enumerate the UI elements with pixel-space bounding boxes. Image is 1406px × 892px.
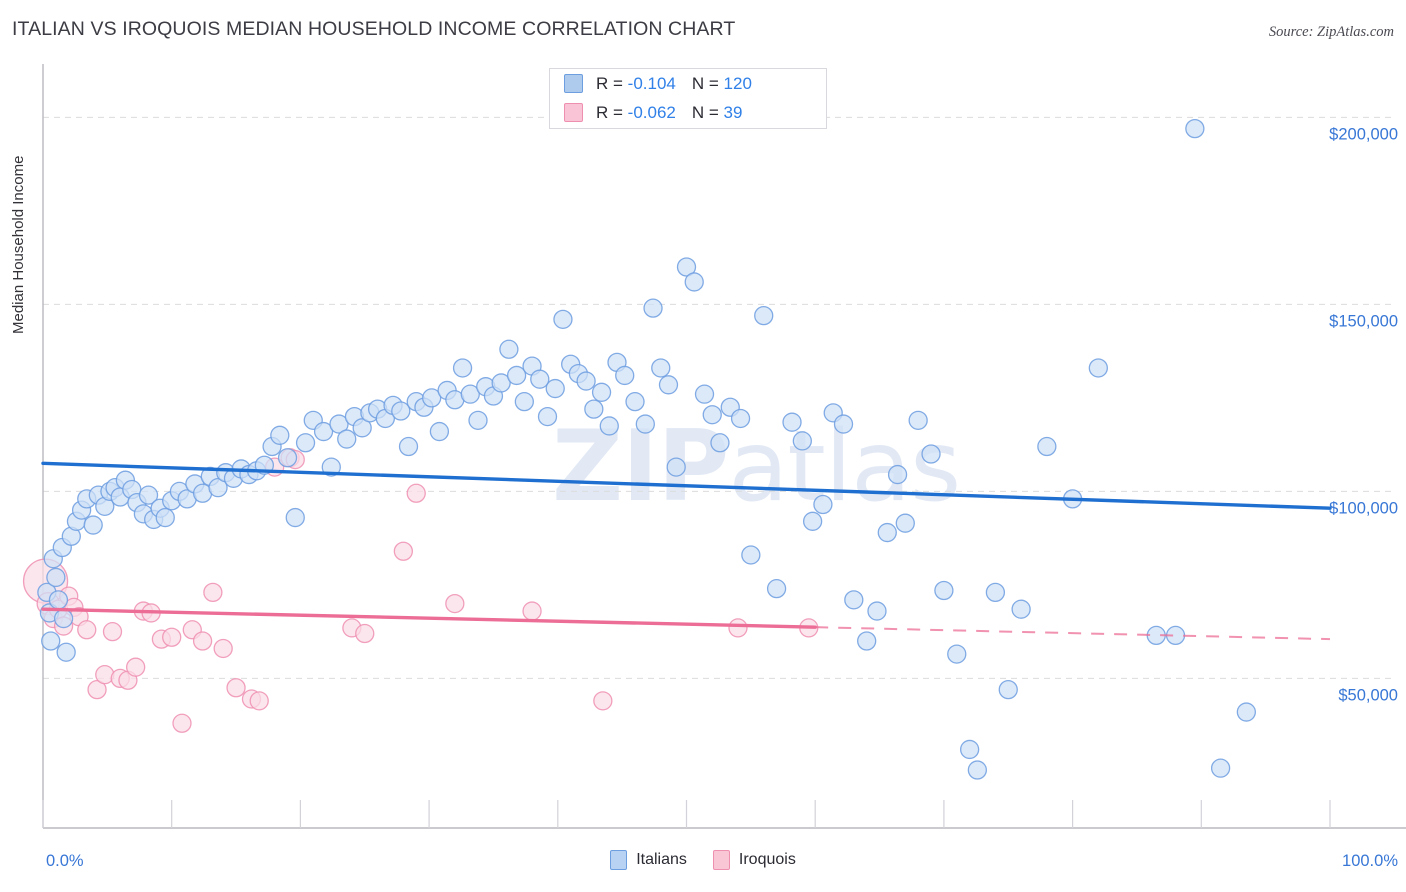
x-tick-marks — [42, 800, 1331, 828]
svg-text:$100,000: $100,000 — [1329, 499, 1398, 517]
stat-text-italians: R = -0.104 N = 120 — [596, 73, 752, 93]
stat-text-iroquois: R = -0.062 N = 39 — [596, 102, 743, 122]
svg-text:$150,000: $150,000 — [1329, 312, 1398, 330]
chart-legend: Italians Iroquois — [0, 850, 1406, 870]
svg-text:$200,000: $200,000 — [1329, 125, 1398, 143]
legend-item-iroquois[interactable]: Iroquois — [712, 850, 796, 870]
source-attribution: Source: ZipAtlas.com — [1268, 24, 1394, 40]
legend-label-iroquois: Iroquois — [738, 851, 796, 868]
trendline-italians — [41, 461, 1332, 510]
stat-swatch-italians — [564, 74, 583, 93]
x-axis-min-label: 0.0% — [46, 852, 84, 870]
legend-swatch-italians — [610, 850, 628, 870]
stat-swatch-iroquois — [564, 103, 583, 122]
stat-row-italians: R = -0.104 N = 120 — [550, 69, 826, 98]
axis-lines — [42, 64, 1406, 829]
scatter-points-italians — [37, 118, 1256, 780]
legend-label-italians: Italians — [636, 851, 687, 868]
stat-row-iroquois: R = -0.062 N = 39 — [550, 98, 826, 127]
legend-swatch-iroquois — [712, 850, 730, 870]
correlation-stats-box: R = -0.104 N = 120 R = -0.062 N = 39 — [549, 68, 827, 129]
y-axis-labels: $200,000 $150,000 $100,000 $50,000 — [1329, 125, 1398, 704]
x-axis-max-label: 100.0% — [1342, 852, 1398, 870]
legend-item-italians[interactable]: Italians — [610, 850, 687, 870]
page-title: ITALIAN VS IROQUOIS MEDIAN HOUSEHOLD INC… — [12, 18, 736, 40]
gridlines — [43, 116, 1392, 679]
svg-text:$50,000: $50,000 — [1338, 686, 1398, 704]
trendline-iroquois — [41, 607, 1331, 641]
